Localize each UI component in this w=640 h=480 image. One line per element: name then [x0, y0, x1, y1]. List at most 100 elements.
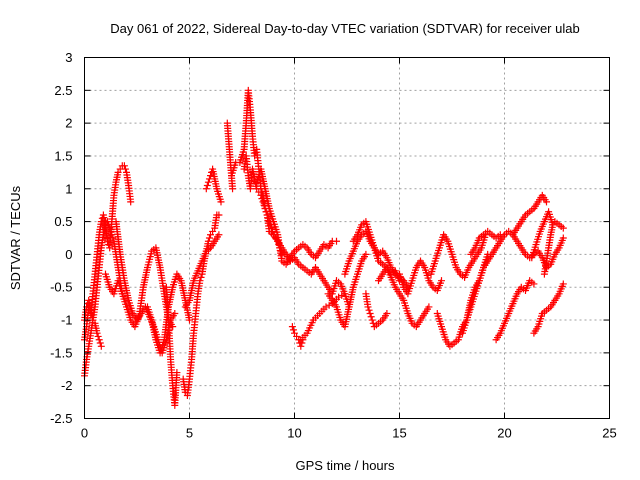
series-track-10	[202, 165, 225, 206]
data-point	[559, 224, 567, 232]
x-tick-label: 15	[392, 426, 406, 441]
data-point	[383, 309, 391, 317]
series-track-28	[492, 277, 538, 344]
data-point	[203, 181, 211, 189]
data-point	[169, 323, 177, 331]
data-point	[104, 218, 112, 226]
data-point	[204, 178, 212, 186]
series-track-7	[162, 283, 181, 409]
data-point	[365, 306, 373, 314]
series-track-9	[181, 231, 223, 311]
series-track-32	[528, 208, 557, 262]
data-point	[173, 369, 181, 377]
series-track-22	[375, 264, 433, 331]
data-point	[362, 250, 370, 258]
data-point	[368, 316, 376, 324]
y-tick-label: 0.5	[54, 214, 72, 229]
series-track-1	[81, 162, 135, 344]
data-point	[262, 208, 270, 216]
y-tick-label: -1	[61, 313, 73, 328]
y-tick-label: -2.5	[50, 411, 72, 426]
data-point	[106, 224, 114, 232]
data-point	[94, 332, 102, 340]
y-tick-label: 2	[65, 116, 72, 131]
series-track-8	[179, 211, 223, 400]
x-tick-label: 10	[287, 426, 301, 441]
y-tick-label: 2.5	[54, 83, 72, 98]
series-track-21	[362, 290, 391, 331]
series-track-16	[288, 323, 307, 350]
series-track-30	[530, 280, 567, 337]
series-track-23	[396, 257, 445, 298]
data-point	[186, 316, 193, 324]
series-track-12	[228, 86, 294, 265]
data-point	[217, 198, 225, 206]
data-point	[530, 280, 538, 288]
data-point	[282, 250, 290, 258]
data-point	[366, 309, 374, 317]
y-axis-label: SDTVAR / TECUs	[8, 185, 23, 290]
data-point	[171, 309, 179, 317]
data-point	[109, 234, 117, 242]
data-markers	[81, 86, 567, 409]
y-tick-label: -2	[61, 378, 73, 393]
y-tick-label: 0	[65, 247, 72, 262]
data-point	[96, 339, 104, 347]
x-axis-tick-labels: 0 5 10 15 20 25	[81, 426, 617, 441]
data-point	[260, 201, 268, 209]
data-point	[559, 280, 567, 288]
data-point	[215, 231, 223, 239]
series-track-14	[253, 165, 340, 268]
data-point	[367, 313, 375, 321]
series-track-5	[102, 244, 177, 331]
data-point	[127, 198, 135, 206]
series-track-18	[324, 250, 370, 331]
data-point	[215, 211, 223, 219]
y-tick-label: -0.5	[50, 280, 72, 295]
data-point	[202, 185, 210, 193]
data-point	[93, 329, 101, 337]
series-track-15	[286, 254, 353, 311]
data-point	[259, 198, 267, 206]
grid	[84, 57, 610, 419]
x-axis-label: GPS time / hours	[296, 458, 395, 473]
plot-frame	[84, 57, 610, 419]
data-point	[438, 277, 445, 285]
x-tick-label: 20	[497, 426, 511, 441]
data-point	[120, 162, 128, 170]
data-point	[107, 227, 115, 235]
chart-title: Day 061 of 2022, Sidereal Day-to-day VTE…	[110, 21, 579, 36]
x-tick-label: 0	[81, 426, 88, 441]
data-point	[197, 273, 205, 281]
data-point	[335, 293, 343, 301]
series-track-20	[349, 218, 403, 285]
data-point	[543, 198, 550, 206]
data-point	[298, 339, 306, 347]
data-point	[196, 277, 204, 285]
data-point	[105, 221, 113, 229]
data-point	[95, 336, 103, 344]
data-point	[205, 234, 213, 242]
y-tick-label: 3	[65, 50, 72, 65]
data-point	[549, 221, 557, 229]
data-point	[325, 301, 333, 309]
data-point	[322, 303, 330, 311]
data-point	[257, 191, 265, 199]
data-point	[496, 231, 504, 239]
data-point	[338, 291, 346, 299]
y-tick-label: 1.5	[54, 148, 72, 163]
data-point	[288, 323, 296, 331]
data-point	[97, 342, 105, 350]
data-point	[364, 303, 372, 311]
data-point	[229, 185, 237, 193]
data-point	[207, 172, 214, 180]
axis-ticks	[84, 57, 610, 419]
data-point	[341, 290, 349, 298]
data-point	[559, 234, 567, 242]
series-track-26	[459, 191, 550, 337]
data-point	[204, 237, 212, 245]
data-point	[297, 342, 305, 350]
y-axis-tick-labels: -2.5 -2 -1.5 -1 -0.5 0 0.5 1 1.5 2 2.5 3	[50, 50, 72, 426]
data-point	[333, 237, 340, 245]
